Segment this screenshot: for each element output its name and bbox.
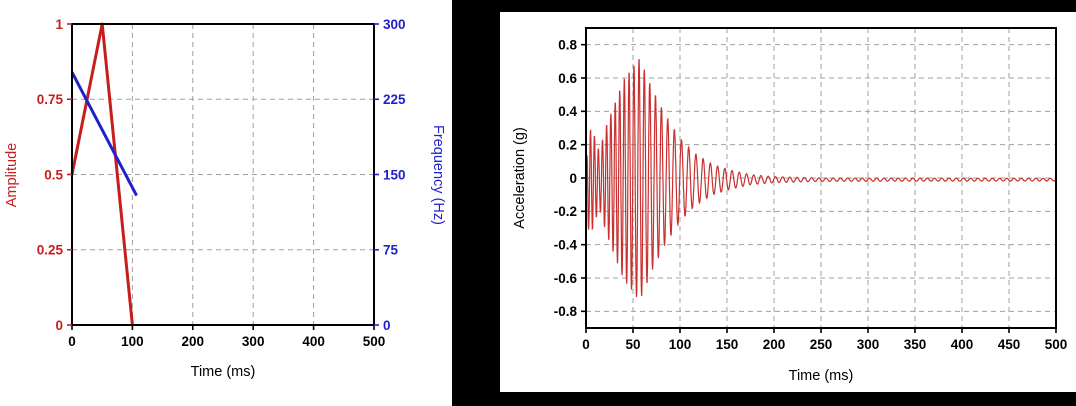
right-chart-ylabel: Acceleration (g) [512, 127, 528, 229]
tick-label: 200 [763, 337, 786, 352]
left-plot-area: 0 100 200 300 400 50000.250.50.75107515022530… [37, 17, 406, 349]
left-chart-ylabel-amplitude: Amplitude [4, 143, 20, 207]
tick-label: 450 [998, 337, 1021, 352]
tick-label: 300 [857, 337, 880, 352]
tick-label: 100 [121, 334, 144, 349]
tick-label: 0 [383, 318, 391, 333]
tick-label: 300 [383, 17, 406, 32]
tick-label: 500 [363, 334, 386, 349]
tick-label: 1 [55, 17, 63, 32]
tick-label: 400 [951, 337, 974, 352]
tick-label: 0.75 [37, 92, 64, 107]
left-chart-xlabel: Time (ms) [191, 364, 256, 380]
tick-label: 350 [904, 337, 927, 352]
tick-label: 500 [1045, 337, 1068, 352]
tick-label: 0.2 [558, 137, 577, 152]
tick-label: 0.5 [44, 167, 63, 182]
tick-label: 100 [669, 337, 692, 352]
tick-label: 75 [383, 243, 399, 258]
tick-label: -0.2 [554, 204, 577, 219]
tick-label: -0.4 [554, 237, 578, 252]
tick-label: 250 [810, 337, 833, 352]
tick-label: 0 [55, 318, 63, 333]
tick-label: 300 [242, 334, 265, 349]
input-spec-panel: 0 100 200 300 400 500 0 0.25 0.5 0.75 1 0 75 150 225 30… [0, 0, 452, 406]
amplitude-frequency-chart: 0 100 200 300 400 50000.250.50.75107515022530… [4, 17, 446, 380]
tick-label: 0 [582, 337, 590, 352]
tick-label: -0.8 [554, 304, 578, 319]
tick-label: 400 [302, 334, 325, 349]
tick-label: 0.6 [558, 71, 577, 86]
acceleration-chart: 0 50 100 150 200 250 300 350 400 450 500 -0.8 -0.6 -0… [512, 27, 1068, 384]
tick-label: 200 [182, 334, 205, 349]
tick-label: 0 [68, 334, 76, 349]
acceleration-panel: 0 50 100 150 200 250 300 350 400 450 500 -0.8 -0.6 -0… [500, 12, 1076, 392]
acceleration-waveform-line [585, 59, 1057, 298]
tick-label: 50 [625, 337, 640, 352]
tick-label: 150 [716, 337, 739, 352]
tick-label: 150 [383, 167, 406, 182]
left-chart-ylabel-frequency: Frequency (Hz) [430, 125, 446, 225]
tick-label: 225 [383, 92, 406, 107]
frequency-sweep-line [70, 71, 138, 197]
right-plot-area: 0 50 100 150 200 250 300 350 400 450 500 -0.8 -0.6 -0… [554, 27, 1068, 352]
tick-label: -0.6 [554, 271, 578, 286]
tick-label: 0 [569, 171, 577, 186]
tick-label: 0.8 [558, 37, 577, 52]
tick-label: 0.4 [558, 104, 577, 119]
right-chart-xlabel: Time (ms) [789, 368, 854, 384]
tick-label: 0.25 [37, 243, 64, 258]
